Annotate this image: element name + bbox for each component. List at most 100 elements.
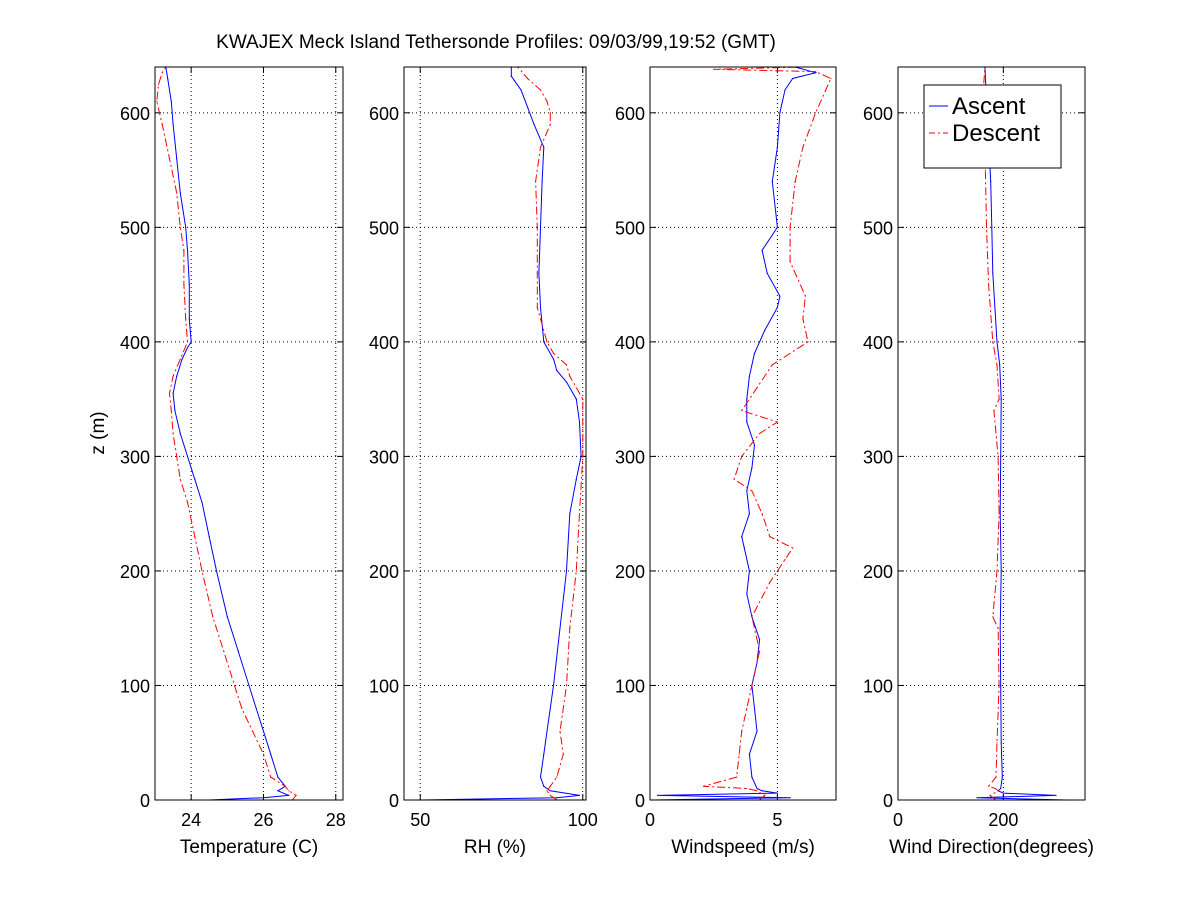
data-point-descent: [771, 364, 773, 366]
data-point-ascent: [999, 364, 1001, 366]
data-point-ascent: [1000, 455, 1002, 457]
data-point-ascent: [789, 797, 791, 799]
data-point-descent: [582, 455, 584, 457]
data-point-ascent: [208, 536, 210, 538]
data-point-ascent: [539, 306, 542, 309]
chart-title: KWAJEX Meck Island Tethersonde Profiles:…: [216, 32, 776, 53]
series-line-ascent: [165, 66, 289, 801]
data-point-ascent: [194, 478, 196, 480]
data-point-ascent: [190, 341, 192, 343]
data-point-ascent: [776, 306, 779, 309]
data-point-descent: [546, 341, 548, 343]
data-point-descent: [176, 192, 178, 194]
data-point-descent: [562, 753, 564, 755]
data-point-descent: [536, 272, 538, 274]
y-tick-label: 400: [369, 333, 399, 353]
data-point-ascent: [759, 639, 761, 641]
data-point-descent: [996, 570, 998, 572]
data-point-descent: [994, 787, 997, 790]
data-point-descent: [262, 753, 265, 755]
data-point-ascent: [976, 797, 978, 799]
data-point-descent: [185, 318, 187, 320]
data-point-descent: [559, 730, 561, 732]
data-point-ascent: [188, 318, 190, 320]
data-point-descent: [989, 794, 991, 797]
data-point-ascent: [277, 790, 279, 792]
data-point-ascent: [753, 352, 756, 354]
plot-area: [404, 67, 586, 800]
data-point-ascent: [746, 421, 748, 423]
data-point-ascent: [776, 792, 779, 794]
data-point-descent: [295, 794, 297, 797]
data-point-ascent: [751, 467, 753, 469]
data-point-ascent: [751, 776, 753, 778]
y-tick-label: 400: [615, 333, 645, 353]
data-point-descent: [789, 226, 791, 228]
data-point-descent: [284, 785, 286, 787]
data-point-ascent: [784, 89, 786, 91]
data-point-ascent: [1000, 742, 1002, 744]
data-point-ascent: [748, 375, 751, 377]
data-point-ascent: [226, 616, 228, 618]
data-point-descent: [988, 284, 990, 286]
data-point-ascent: [748, 513, 751, 515]
y-axis-label: z (m): [88, 411, 109, 454]
data-point-descent: [985, 226, 988, 228]
data-point-ascent: [764, 329, 766, 331]
data-point-descent: [746, 707, 748, 710]
data-point-descent: [252, 730, 254, 732]
data-point-ascent: [756, 730, 758, 732]
data-point-descent: [756, 790, 758, 792]
y-tick-label: 500: [615, 218, 645, 238]
x-tick-label: 0: [645, 810, 655, 830]
data-point-descent: [997, 455, 999, 457]
data-point-ascent: [248, 684, 250, 687]
y-tick-label: 400: [863, 333, 893, 353]
data-point-ascent: [543, 341, 545, 343]
plot-area: [898, 67, 1085, 800]
data-point-ascent: [186, 249, 189, 251]
y-tick-label: 0: [140, 791, 150, 811]
data-point-descent: [993, 410, 995, 412]
data-point-descent: [996, 364, 998, 366]
y-tick-label: 600: [863, 104, 893, 124]
y-tick-label: 100: [120, 676, 150, 696]
data-point-ascent: [556, 369, 558, 372]
x-tick-label: 0: [893, 810, 903, 830]
data-point-ascent: [186, 347, 189, 349]
data-point-ascent: [215, 570, 218, 572]
data-point-descent: [288, 790, 290, 792]
data-point-descent: [183, 284, 185, 286]
axes-frame: [403, 66, 587, 801]
series-line-ascent: [976, 66, 1067, 801]
data-point-ascent: [766, 272, 768, 274]
data-point-descent: [223, 650, 225, 652]
data-point-descent: [536, 306, 538, 309]
data-point-descent: [784, 558, 786, 561]
data-point-descent: [751, 490, 753, 492]
data-point-descent: [804, 295, 807, 297]
data-point-ascent: [996, 341, 998, 343]
data-point-descent: [575, 570, 577, 572]
data-point-descent: [179, 478, 181, 480]
y-tick-label: 300: [615, 447, 645, 467]
data-point-ascent: [991, 226, 993, 228]
data-point-ascent: [746, 398, 748, 400]
data-point-ascent: [746, 490, 748, 492]
y-tick-label: 100: [863, 676, 893, 696]
data-point-ascent: [657, 794, 659, 797]
data-point-ascent: [756, 787, 758, 790]
data-point-descent: [158, 83, 160, 85]
data-point-descent: [998, 684, 1000, 687]
data-point-ascent: [578, 421, 581, 423]
data-point-ascent: [549, 790, 551, 792]
data-point-ascent: [559, 627, 561, 629]
data-point-ascent: [539, 776, 542, 778]
data-point-descent: [179, 358, 181, 360]
data-point-descent: [733, 478, 735, 480]
data-point-ascent: [520, 89, 522, 91]
data-point-ascent: [556, 797, 558, 799]
data-point-descent: [536, 226, 538, 228]
